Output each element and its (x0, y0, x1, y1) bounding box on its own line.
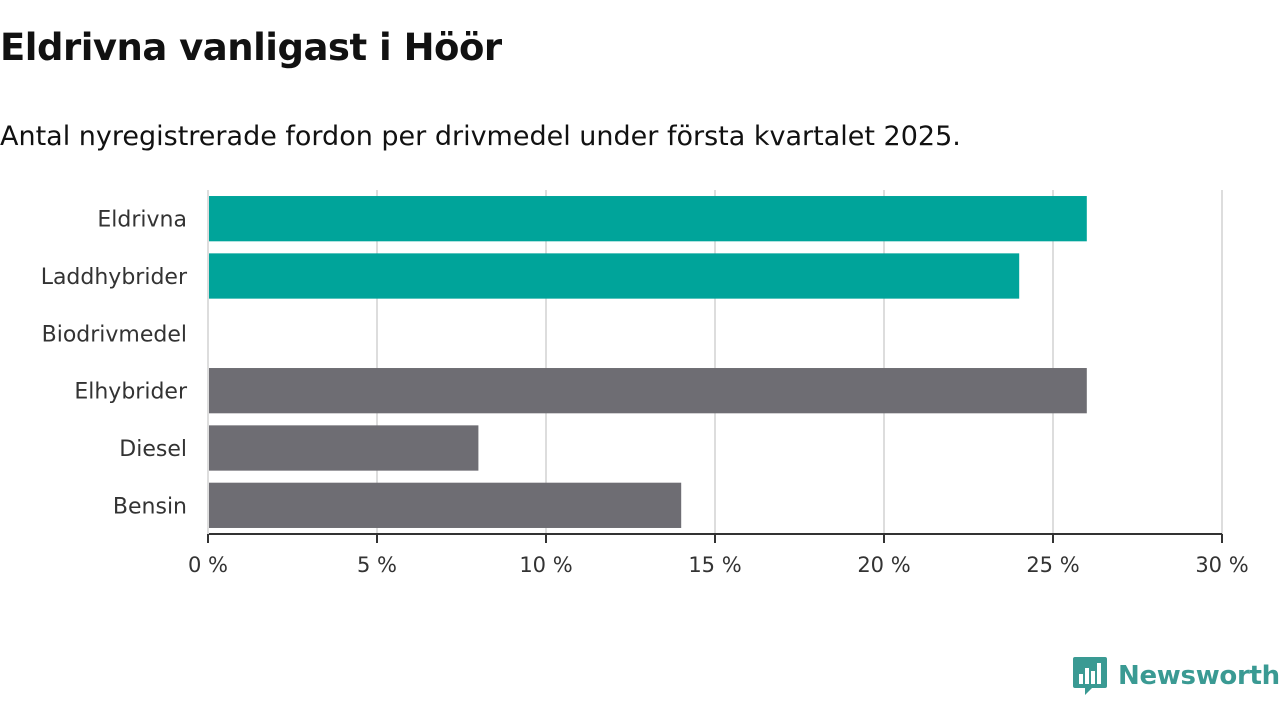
category-label: Diesel (119, 437, 187, 462)
category-label: Biodrivmedel (42, 322, 187, 347)
category-label: Bensin (113, 494, 187, 519)
x-tick-label: 5 % (357, 553, 397, 577)
x-tick-label: 10 % (519, 553, 572, 577)
bar-bensin (208, 482, 682, 528)
newsworthy-logo: Newsworthy (1072, 656, 1280, 696)
category-label: Elhybrider (74, 380, 188, 405)
x-tick-label: 15 % (688, 553, 741, 577)
category-label: Laddhybrider (41, 265, 188, 290)
bar-chart-logo-icon (1073, 657, 1107, 695)
x-tick-label: 30 % (1195, 553, 1248, 577)
x-tick-label: 25 % (1026, 553, 1079, 577)
bar-chart: 0 % 5 % 10 % 15 % 20 % 25 % 30 % Eldrivna Laddhy… (41, 190, 1249, 577)
x-tick-label: 20 % (857, 553, 910, 577)
chart-subtitle: Antal nyregistrerade fordon per drivmede… (0, 121, 961, 152)
x-tick-label: 0 % (188, 553, 228, 577)
bar-laddhybrider (208, 253, 1020, 299)
chart-title: Eldrivna vanligast i Höör (0, 26, 502, 69)
bar-eldrivna (208, 196, 1087, 242)
brand-name: Newsworthy (1118, 661, 1280, 691)
category-label: Eldrivna (97, 208, 187, 233)
bar-diesel (208, 425, 479, 471)
bar-elhybrider (208, 368, 1087, 414)
